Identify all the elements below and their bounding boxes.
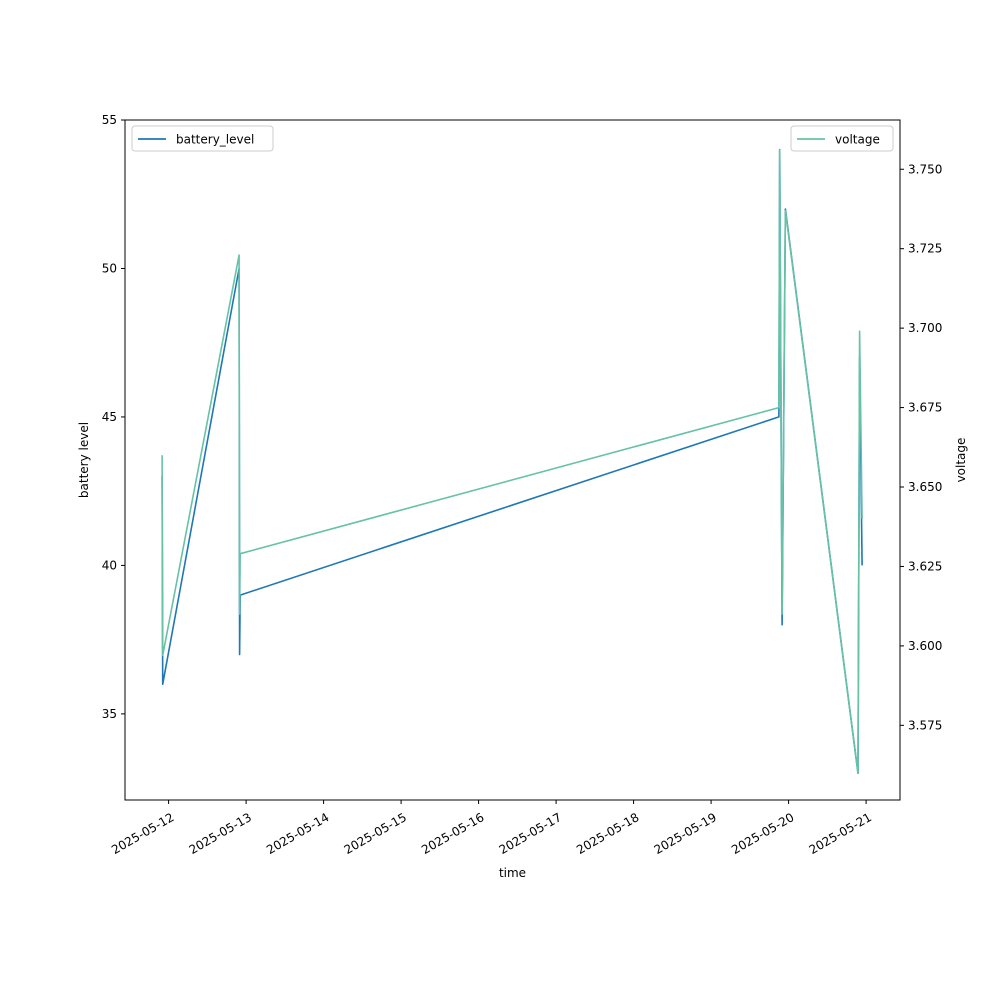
x-tick-label: 2025-05-21: [807, 810, 874, 857]
y-tick-label: 50: [102, 261, 117, 275]
y2-tick-label: 3.650: [908, 480, 942, 494]
x-tick-label: 2025-05-15: [342, 810, 409, 857]
x-tick-label: 2025-05-14: [264, 810, 331, 857]
y-tick-label: 55: [102, 113, 117, 127]
x-tick-label: 2025-05-17: [497, 810, 564, 857]
legend-right: voltage: [790, 125, 894, 152]
legend-left: battery_level: [131, 125, 274, 152]
y2-axis-title: voltage: [954, 438, 968, 483]
legend-label: voltage: [835, 133, 880, 147]
y2-tick-label: 3.725: [908, 242, 942, 256]
y2-tick-label: 3.600: [908, 639, 942, 653]
x-tick-label: 2025-05-20: [729, 810, 796, 857]
y-tick-label: 45: [102, 410, 117, 424]
x-axis: 2025-05-12 2025-05-13 2025-05-14 2025-05-15…: [109, 800, 874, 857]
y-axis-right: 3.575 3.600 3.625 3.650 3.675 3.700 3.725 3.750: [900, 162, 942, 732]
y-tick-label: 40: [102, 558, 117, 572]
plot-frame: [124, 119, 901, 801]
x-axis-title: time: [499, 866, 526, 880]
series-layer: [161, 148, 863, 775]
series-line-battery-level: [161, 148, 863, 775]
y2-tick-label: 3.575: [908, 718, 942, 732]
y2-tick-label: 3.675: [908, 401, 942, 415]
y2-tick-label: 3.625: [908, 559, 942, 573]
legend-box: [131, 125, 274, 152]
series-line-voltage: [161, 149, 863, 774]
y-axis-title: battery level: [77, 422, 91, 498]
y-axis-left: 35 40 45 50 55: [102, 113, 125, 721]
legend-box: [790, 125, 894, 152]
y2-tick-label: 3.750: [908, 162, 942, 176]
x-tick-label: 2025-05-19: [652, 810, 719, 857]
y2-tick-label: 3.700: [908, 321, 942, 335]
x-tick-label: 2025-05-13: [187, 810, 254, 857]
x-tick-label: 2025-05-12: [109, 810, 176, 857]
x-tick-label: 2025-05-16: [419, 810, 486, 857]
y-tick-label: 35: [102, 707, 117, 721]
x-tick-label: 2025-05-18: [574, 810, 641, 857]
legend-label: battery_level: [176, 133, 254, 147]
